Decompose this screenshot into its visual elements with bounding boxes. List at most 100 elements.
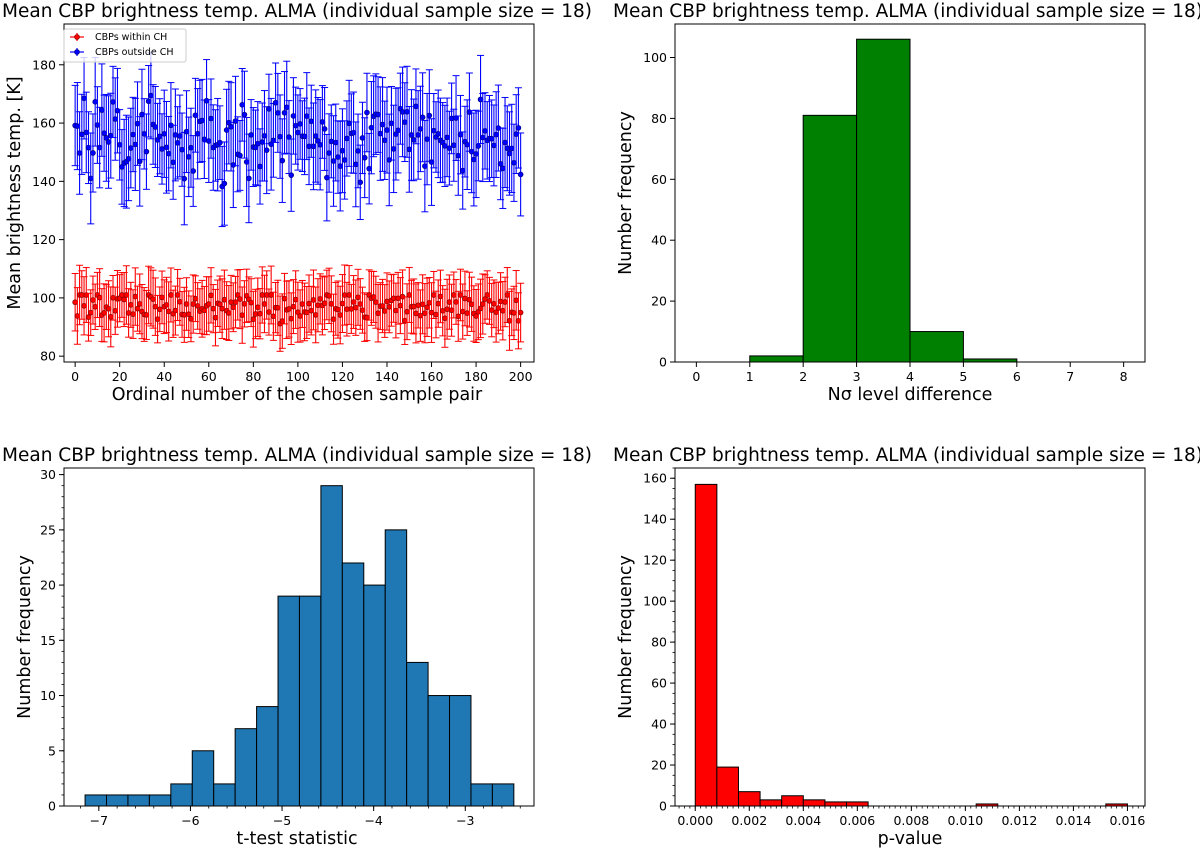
x-tick-label: −6	[181, 813, 199, 828]
histogram-bar	[856, 38, 911, 363]
y-tick-label: 180	[32, 57, 56, 72]
legend-box	[63, 28, 187, 63]
data-point	[475, 143, 482, 149]
data-point	[246, 175, 252, 182]
y-axis-label: Number frequency	[15, 555, 35, 719]
y-tick-label: 80	[40, 349, 56, 364]
x-tick-label: 40	[156, 369, 172, 384]
x-tick-label: 180	[464, 369, 488, 384]
x-axis-label: Ordinal number of the chosen sample pair	[112, 385, 483, 405]
data-point	[321, 126, 328, 132]
histogram-bar	[213, 783, 236, 807]
histogram-bar	[694, 483, 718, 807]
y-tick-label: 160	[643, 471, 667, 486]
histogram-bar	[749, 355, 804, 363]
y-tick-label: 40	[651, 717, 667, 732]
histogram-bar	[427, 695, 451, 807]
y-tick-label: 160	[32, 116, 56, 131]
y-tick-label: 100	[643, 50, 667, 65]
y-tick-label: 10	[40, 688, 56, 703]
x-tick-label: 8	[1120, 369, 1128, 384]
chart-title: Mean CBP brightness temp. ALMA (individu…	[613, 445, 1200, 466]
data-point	[217, 139, 223, 146]
y-tick-label: 15	[40, 633, 56, 648]
y-tick-label: 80	[651, 111, 667, 126]
y-tick-label: 0	[659, 799, 667, 814]
data-point	[364, 109, 370, 116]
x-tick-label: 2	[799, 369, 807, 384]
data-point	[515, 125, 522, 131]
plot-area: 0.000 0.002 0.004 0.006 0.008 0.010 0.012 0.014…	[643, 467, 1146, 828]
panel-nsigma-histogram: Mean CBP brightness temp. ALMA (individu…	[613, 1, 1200, 405]
x-tick-label: 0	[71, 369, 79, 384]
y-tick-label: 0	[659, 355, 667, 370]
x-tick-label: 0.012	[1001, 813, 1037, 828]
x-tick-label: 3	[853, 369, 861, 384]
data-point	[517, 309, 524, 316]
histogram-bar	[491, 783, 515, 807]
x-tick-label: 0	[692, 369, 700, 384]
data-point	[357, 179, 364, 186]
histogram-bar	[824, 801, 848, 807]
data-point	[221, 180, 228, 187]
axes-frame	[63, 23, 535, 363]
y-tick-label: 25	[40, 522, 56, 537]
data-point	[426, 112, 433, 119]
histogram-bar	[341, 562, 365, 807]
chart-title: Mean CBP brightness temp. ALMA (individu…	[2, 445, 592, 466]
histogram-bar	[384, 529, 408, 807]
data-point	[517, 171, 524, 178]
y-tick-label: 140	[32, 174, 56, 189]
x-axis-label: t-test statistic	[236, 829, 357, 849]
data-point	[279, 157, 286, 164]
y-axis-label: Number frequency	[616, 111, 636, 275]
histogram-bar	[737, 791, 761, 807]
y-tick-label: 0	[48, 799, 56, 814]
histogram-bar	[781, 795, 804, 807]
x-tick-label: 0.008	[893, 813, 929, 828]
x-tick-label: 0.000	[677, 813, 713, 828]
y-tick-label: 140	[643, 512, 667, 527]
histogram-bar	[802, 799, 826, 807]
histogram-bar	[256, 706, 279, 807]
histogram-bar	[277, 595, 300, 807]
y-tick-label: 100	[643, 594, 667, 609]
x-tick-label: 0.016	[1110, 813, 1146, 828]
data-point	[361, 154, 368, 161]
chart-title: Mean CBP brightness temp. ALMA (individu…	[613, 1, 1200, 22]
axes-frame	[63, 467, 535, 807]
data-point	[241, 111, 248, 118]
y-tick-label: 80	[651, 635, 667, 650]
x-tick-label: 7	[1066, 369, 1074, 384]
plot-area: 0 20 40 60 80 100 120 140 160 180 200 80 100 120 140 16…	[32, 51, 533, 384]
legend: CBPs within CH CBPs outside CH	[63, 28, 187, 63]
panel-ttest-histogram: Mean CBP brightness temp. ALMA (individu…	[2, 445, 592, 849]
histogram-bar	[802, 114, 858, 363]
x-tick-label: 20	[112, 369, 128, 384]
data-point	[90, 150, 96, 156]
y-tick-label: 5	[48, 743, 56, 758]
x-tick-label: −3	[456, 813, 474, 828]
x-tick-label: 1	[746, 369, 754, 384]
x-tick-label: 160	[420, 369, 444, 384]
y-tick-label: 100	[32, 290, 56, 305]
x-tick-label: −7	[90, 813, 108, 828]
data-point	[190, 168, 196, 174]
histogram-bar	[84, 794, 108, 807]
x-tick-label: 0.002	[731, 813, 767, 828]
data-point	[181, 175, 188, 182]
plot-area: −7 −6 −5 −4 −3 0 5 10 15 20 25 30	[40, 467, 521, 828]
histogram-bar	[320, 485, 343, 807]
legend-within-marker	[74, 34, 80, 40]
data-point	[419, 114, 426, 121]
axes-frame	[674, 467, 1146, 807]
y-tick-label: 30	[40, 467, 56, 482]
histogram-bar	[170, 783, 193, 807]
y-tick-label: 60	[651, 676, 667, 691]
panel-brightness-errorbars: Mean CBP brightness temp. ALMA (individu…	[2, 1, 592, 405]
x-tick-label: 5	[959, 369, 967, 384]
legend-outside-label: CBPs outside CH	[95, 47, 174, 58]
x-tick-label: 0.006	[839, 813, 875, 828]
data-point	[237, 152, 243, 159]
